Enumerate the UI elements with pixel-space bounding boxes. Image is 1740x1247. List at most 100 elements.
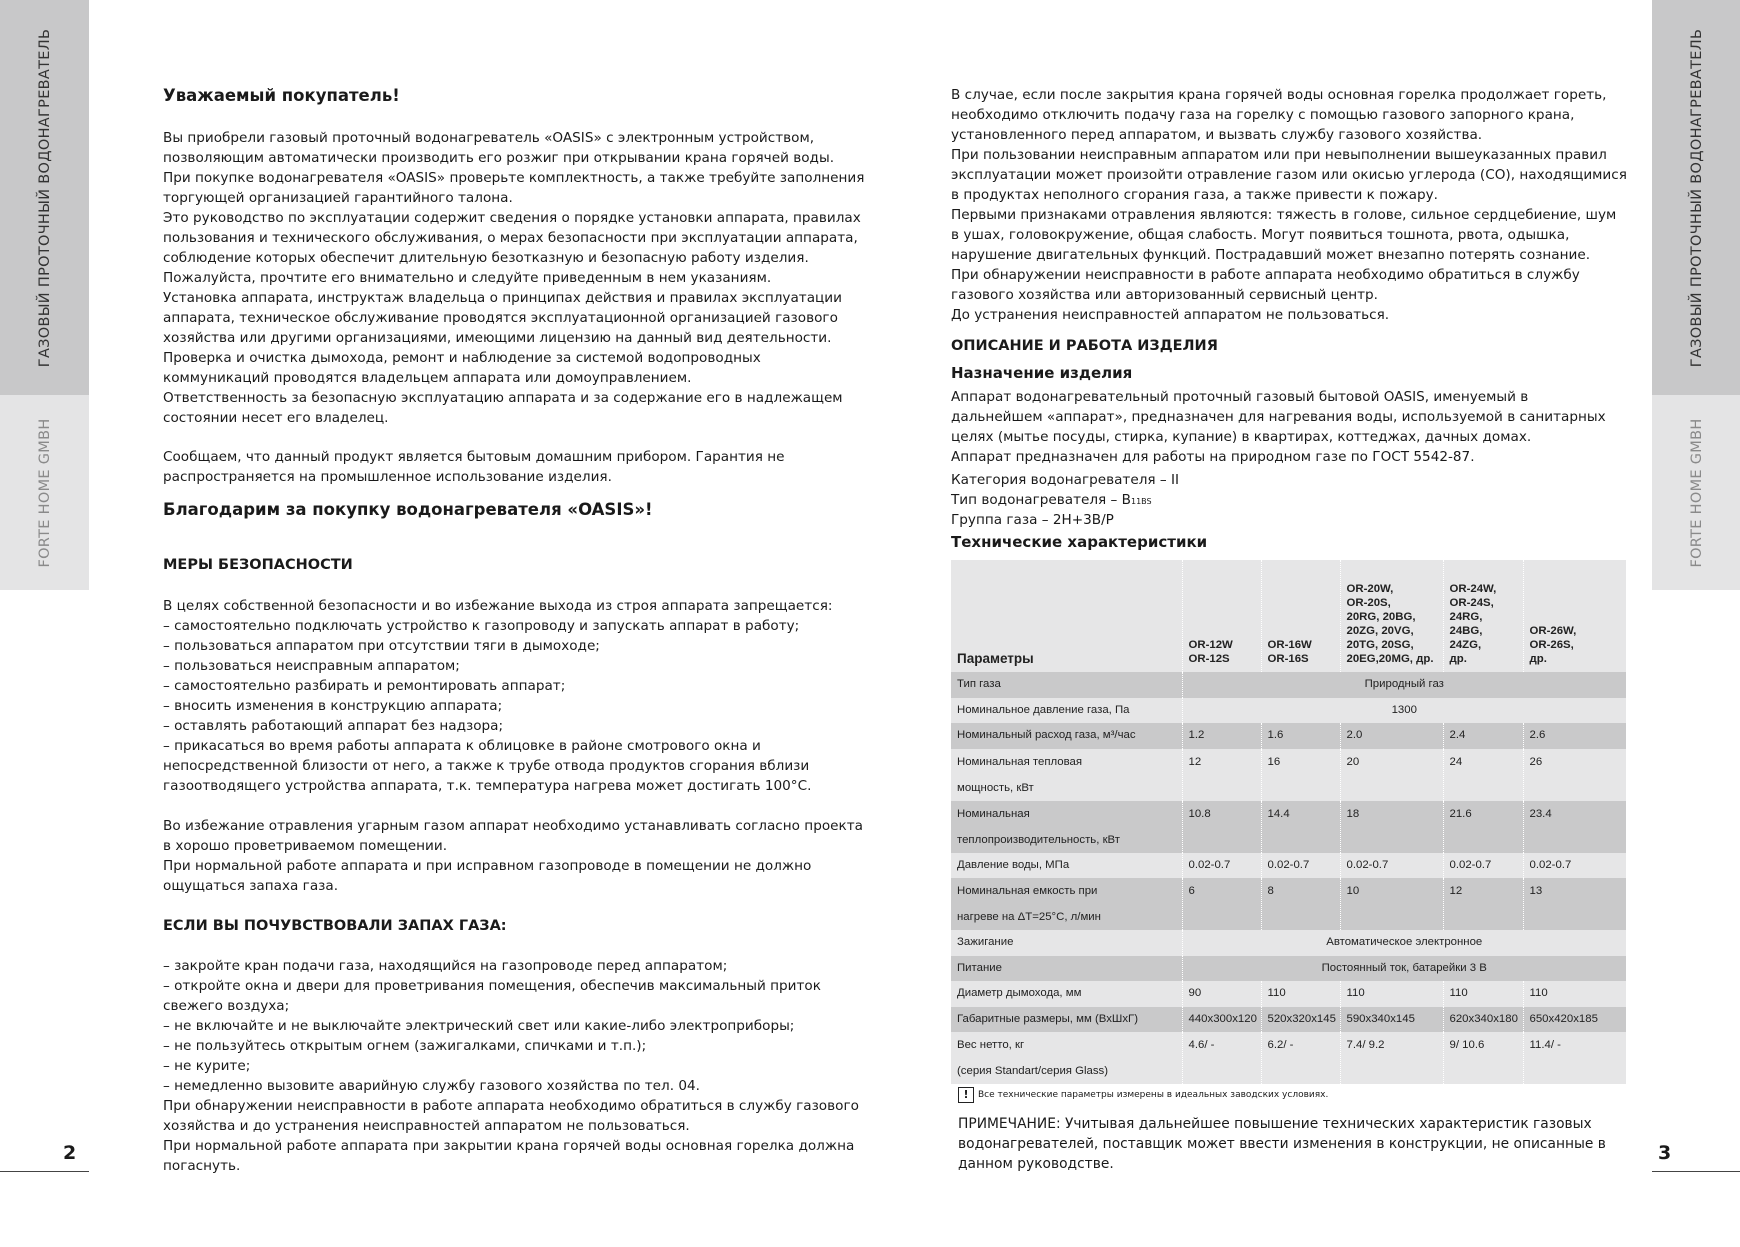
- page-number-right: 3: [1658, 1142, 1672, 1164]
- param-cell: Давление воды, МПа: [951, 852, 1182, 878]
- value-cell: 26: [1522, 748, 1626, 801]
- household-paragraph: Сообщаем, что данный продукт является бы…: [163, 449, 785, 485]
- safety-paragraph: В целях собственной безопасности и во из…: [163, 598, 833, 794]
- param-cell: Номинальная тепловая мощность, кВт: [951, 748, 1182, 801]
- table-row: Номинальная тепловая мощность, кВт 12 16 20…: [951, 748, 1626, 801]
- value-cell: 440x300x120: [1181, 1006, 1261, 1032]
- purpose-paragraph: Аппарат водонагревательный проточный газ…: [951, 389, 1606, 465]
- value-cell: 14.4: [1260, 800, 1340, 853]
- param-cell: Тип газа: [951, 672, 1182, 698]
- value-cell-merged: 1300: [1181, 697, 1626, 723]
- ventilation-paragraph: Во избежание отравления угарным газом ап…: [163, 818, 863, 894]
- sidebar-title: ГАЗОВЫЙ ПРОТОЧНЫЙ ВОДОНАГРЕВАТЕЛЬ: [1688, 28, 1705, 367]
- gas-smell-paragraph: – закройте кран подачи газа, находящийся…: [163, 958, 859, 1174]
- value-cell-merged: Автоматическое электронное: [1181, 930, 1626, 956]
- specs-table: Параметры OR-12W OR-12S OR-16W OR-16S OR-20…: [951, 560, 1626, 1084]
- table-row: Номинальная емкость при нагреве на ΔT=25…: [951, 878, 1626, 930]
- header-model-5: OR-26W, OR-26S, др.: [1522, 560, 1626, 672]
- value-cell: 12: [1442, 878, 1523, 930]
- table-row: Номинальное давление газа, Па 1300: [951, 697, 1626, 723]
- value-cell: 2.6: [1522, 723, 1626, 749]
- value-cell: 9/ 10.6: [1442, 1032, 1523, 1084]
- table-row: Номинальный расход газа, м³/час 1.2 1.6 2.0…: [951, 723, 1626, 749]
- param-cell: Номинальная емкость при нагреве на ΔT=25…: [951, 878, 1182, 930]
- param-cell: Зажигание: [951, 930, 1182, 956]
- warning-paragraph: В случае, если после закрытия крана горя…: [951, 87, 1627, 323]
- value-cell: 4.6/ -: [1181, 1032, 1261, 1084]
- value-cell: 12: [1181, 748, 1261, 801]
- table-row: Габаритные размеры, мм (ВхШхГ) 440x300x12…: [951, 1006, 1626, 1032]
- value-cell: 10: [1339, 878, 1443, 930]
- type-line: Тип водонагревателя – B11BS: [951, 490, 1152, 512]
- value-cell: 650x420x185: [1522, 1006, 1626, 1032]
- value-cell: 8: [1260, 878, 1340, 930]
- thanks-heading: Благодарим за покупку водонагревателя «O…: [163, 500, 653, 519]
- param-cell: Питание: [951, 955, 1182, 981]
- value-cell: 0.02-0.7: [1260, 852, 1340, 878]
- value-cell: 1.6: [1260, 723, 1340, 749]
- value-cell: 2.0: [1339, 723, 1443, 749]
- table-note: ! Все технические параметры измерены в и…: [958, 1087, 1328, 1103]
- value-cell: 0.02-0.7: [1181, 852, 1261, 878]
- value-cell: 110: [1260, 981, 1340, 1007]
- value-cell: 0.02-0.7: [1522, 852, 1626, 878]
- page-number-left: 2: [63, 1142, 77, 1164]
- value-cell: 1.2: [1181, 723, 1261, 749]
- exclamation-box-icon: !: [958, 1087, 974, 1103]
- table-note-text: Все технические параметры измерены в иде…: [978, 1090, 1329, 1100]
- value-cell: 110: [1442, 981, 1523, 1007]
- type-subscript: 11BS: [1131, 497, 1152, 506]
- table-row: Питание Постоянный ток, батарейки 3 В: [951, 955, 1626, 981]
- table-row: Давление воды, МПа 0.02-0.7 0.02-0.7 0.02-0…: [951, 852, 1626, 878]
- category-line: Категория водонагревателя – II: [951, 472, 1180, 488]
- sidebar-brand: FORTE HOME GMBH: [36, 417, 53, 568]
- table-row: Диаметр дымохода, мм 90 110 110 110 110: [951, 981, 1626, 1007]
- value-cell: 0.02-0.7: [1339, 852, 1443, 878]
- header-model-4: OR-24W, OR-24S, 24RG, 24BG, 24ZG, др.: [1442, 560, 1523, 672]
- header-model-3: OR-20W, OR-20S, 20RG, 20BG, 20ZG, 20VG, …: [1339, 560, 1443, 672]
- gas-smell-heading: ЕСЛИ ВЫ ПОЧУВСТВОВАЛИ ЗАПАХ ГАЗА:: [163, 918, 507, 934]
- param-cell: Номинальная теплопроизводительность, кВт: [951, 800, 1182, 853]
- purpose-heading: Назначение изделия: [951, 364, 1133, 382]
- gas-group-line: Группа газа – 2H+3B/P: [951, 512, 1114, 528]
- remark-paragraph: ПРИМЕЧАНИЕ: Учитывая дальнейшее повышени…: [958, 1116, 1606, 1172]
- value-cell: 18: [1339, 800, 1443, 853]
- param-cell: Диаметр дымохода, мм: [951, 981, 1182, 1007]
- param-cell: Номинальный расход газа, м³/час: [951, 723, 1182, 749]
- value-cell: 2.4: [1442, 723, 1523, 749]
- left-sidebar-brand-band: FORTE HOME GMBH: [0, 395, 89, 590]
- param-cell: Вес нетто, кг (серия Standart/серия Glas…: [951, 1032, 1182, 1084]
- value-cell: 110: [1522, 981, 1626, 1007]
- value-cell: 13: [1522, 878, 1626, 930]
- header-model-2: OR-16W OR-16S: [1260, 560, 1340, 672]
- page-number-rule-right: [1652, 1171, 1740, 1172]
- sidebar-brand: FORTE HOME GMBH: [1688, 417, 1705, 568]
- description-heading: ОПИСАНИЕ И РАБОТА ИЗДЕЛИЯ: [951, 338, 1218, 354]
- value-cell: 90: [1181, 981, 1261, 1007]
- value-cell: 6: [1181, 878, 1261, 930]
- safety-heading: МЕРЫ БЕЗОПАСНОСТИ: [163, 557, 353, 573]
- param-cell: Габаритные размеры, мм (ВхШхГ): [951, 1006, 1182, 1032]
- value-cell: 6.2/ -: [1260, 1032, 1340, 1084]
- value-cell: 620x340x180: [1442, 1006, 1523, 1032]
- intro-paragraph: Вы приобрели газовый проточный водонагре…: [163, 130, 865, 426]
- value-cell-merged: Постоянный ток, батарейки 3 В: [1181, 955, 1626, 981]
- value-cell: 590x340x145: [1339, 1006, 1443, 1032]
- value-cell: 0.02-0.7: [1442, 852, 1523, 878]
- value-cell: 24: [1442, 748, 1523, 801]
- value-cell: 21.6: [1442, 800, 1523, 853]
- value-cell-merged: Природный газ: [1181, 672, 1626, 698]
- value-cell: 11.4/ -: [1522, 1032, 1626, 1084]
- left-sidebar-title-band: ГАЗОВЫЙ ПРОТОЧНЫЙ ВОДОНАГРЕВАТЕЛЬ: [0, 0, 89, 395]
- table-row: Номинальная теплопроизводительность, кВт…: [951, 800, 1626, 853]
- right-sidebar-title-band: ГАЗОВЫЙ ПРОТОЧНЫЙ ВОДОНАГРЕВАТЕЛЬ: [1652, 0, 1740, 395]
- specs-table-header: Параметры OR-12W OR-12S OR-16W OR-16S OR-20…: [951, 560, 1626, 672]
- table-row: Зажигание Автоматическое электронное: [951, 930, 1626, 956]
- value-cell: 20: [1339, 748, 1443, 801]
- value-cell: 520x320x145: [1260, 1006, 1340, 1032]
- value-cell: 10.8: [1181, 800, 1261, 853]
- page-number-rule-left: [0, 1171, 89, 1172]
- value-cell: 7.4/ 9.2: [1339, 1032, 1443, 1084]
- header-model-1: OR-12W OR-12S: [1181, 560, 1261, 672]
- table-row: Вес нетто, кг (серия Standart/серия Glas…: [951, 1032, 1626, 1084]
